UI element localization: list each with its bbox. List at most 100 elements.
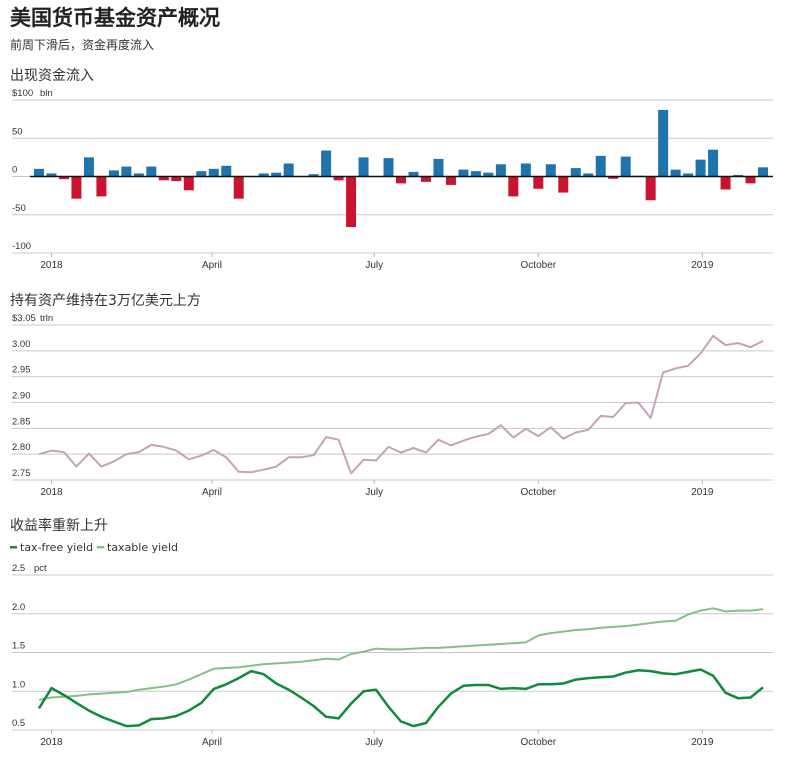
legend-swatch-tax-free xyxy=(10,546,17,549)
page-title: 美国货币基金资产概况 xyxy=(10,6,220,30)
bar-inflow xyxy=(708,149,719,177)
bar-outflow xyxy=(420,176,431,182)
bar-outflow xyxy=(508,176,519,197)
x-tick-label: July xyxy=(365,737,383,748)
assets-line xyxy=(38,334,764,475)
bar-inflow xyxy=(483,172,494,177)
bar-outflow xyxy=(720,176,731,190)
x-tick-label: April xyxy=(202,487,222,498)
y-tick-label: 2.95 xyxy=(12,365,31,376)
bar-inflow xyxy=(34,168,44,177)
bar-inflow xyxy=(733,174,744,177)
x-tick-label: 2019 xyxy=(691,737,714,748)
bar-outflow xyxy=(158,176,169,181)
bar-outflow xyxy=(333,176,344,181)
bar-inflow xyxy=(758,167,768,177)
x-tick-label: 2018 xyxy=(40,260,63,271)
x-tick-label: October xyxy=(521,260,557,271)
bar-outflow xyxy=(71,176,82,199)
bar-inflow xyxy=(133,173,144,177)
page-subtitle: 前周下滑后，资金再度流入 xyxy=(10,37,154,52)
y-tick-label: 0.5 xyxy=(12,718,25,729)
legend: tax-free yield taxable yield xyxy=(10,541,178,554)
assets-line-chart: $3.05 trln 3.00 2.95 2.90 2.85 2.80 2.75 2018 Apr… xyxy=(12,313,773,498)
y-tick-label: 2.0 xyxy=(12,602,25,613)
bar-inflow xyxy=(83,157,94,177)
chart-1-title: 出现资金流入 xyxy=(10,68,94,84)
bar-inflow xyxy=(196,171,207,177)
bar-inflow xyxy=(495,164,506,177)
y-tick-label: 2.80 xyxy=(12,442,31,453)
bar-inflow xyxy=(470,171,481,177)
legend-swatch-taxable xyxy=(97,546,104,549)
bar-outflow xyxy=(58,176,69,180)
x-tick-label: October xyxy=(521,487,557,498)
bar-inflow xyxy=(46,173,57,177)
bar-inflow xyxy=(695,159,706,177)
bar-inflow xyxy=(458,169,469,177)
bar-outflow xyxy=(171,176,182,182)
bar-inflow xyxy=(308,174,319,177)
yields-line-chart: 2.5 pct 2.0 1.5 1.0 0.5 2018 April July October 20… xyxy=(12,563,773,748)
y-tick-label: $3.05 xyxy=(12,313,36,324)
x-tick-label: 2018 xyxy=(40,487,63,498)
bar-inflow xyxy=(321,150,332,177)
y-tick-label: 2.5 xyxy=(12,563,25,574)
y-tick-label: 2.90 xyxy=(12,391,31,402)
bar-inflow xyxy=(570,168,581,177)
bar-inflow xyxy=(670,169,681,177)
bar-inflow xyxy=(121,166,132,177)
bar-inflow xyxy=(583,173,594,177)
bar-inflow xyxy=(108,170,119,177)
y-unit-label: trln xyxy=(40,313,53,324)
bar-outflow xyxy=(396,176,406,184)
bar-inflow xyxy=(433,158,444,177)
bar-outflow xyxy=(533,176,544,189)
y-tick-label: 0 xyxy=(12,165,17,176)
tax-free-yield-line xyxy=(37,668,764,728)
bar-outflow xyxy=(558,176,569,193)
y-tick-label: 2.85 xyxy=(12,416,31,427)
bar-inflow xyxy=(545,164,556,177)
bar-outflow xyxy=(233,176,244,199)
bar-inflow xyxy=(358,157,369,177)
bar-outflow xyxy=(96,176,107,197)
bar-inflow xyxy=(271,172,282,177)
bar-outflow xyxy=(645,176,656,201)
x-tick-label: April xyxy=(202,260,222,271)
y-tick-label: 50 xyxy=(12,126,23,137)
bar-inflow xyxy=(221,165,232,177)
y-tick-label: 3.00 xyxy=(12,339,31,350)
bar-inflow xyxy=(520,163,531,177)
legend-label-tax-free: tax-free yield xyxy=(20,541,93,554)
taxable-yield-line xyxy=(38,607,764,701)
x-tick-label: 2018 xyxy=(40,737,63,748)
x-tick-label: 2019 xyxy=(691,487,714,498)
bar-outflow xyxy=(745,176,756,184)
y-tick-label: 2.75 xyxy=(12,468,31,479)
bar-outflow xyxy=(445,176,456,185)
y-tick-label: $100 xyxy=(12,88,33,99)
bar-outflow xyxy=(183,176,194,191)
x-tick-label: October xyxy=(521,737,557,748)
fund-flows-bar-chart: $100 bln 50 0 -50 -100 2018 April July October 201… xyxy=(12,88,773,271)
x-tick-label: July xyxy=(365,260,383,271)
bar-outflow xyxy=(608,176,619,179)
bar-inflow xyxy=(620,156,631,177)
chart-3-title: 收益率重新上升 xyxy=(10,517,108,534)
y-tick-label: 1.5 xyxy=(12,641,25,652)
bar-inflow xyxy=(683,173,694,177)
bar-outflow xyxy=(346,176,357,227)
chart-2-title: 持有资产维持在3万亿美元上方 xyxy=(10,293,201,309)
y-unit-label: bln xyxy=(40,88,53,99)
x-tick-label: July xyxy=(365,487,383,498)
y-tick-label: -100 xyxy=(12,241,31,252)
y-unit-label: pct xyxy=(34,563,47,574)
bar-inflow xyxy=(408,171,419,177)
x-tick-label: 2019 xyxy=(691,260,714,271)
bar-inflow xyxy=(283,163,294,177)
y-tick-label: -50 xyxy=(12,203,26,214)
bar-inflow xyxy=(146,166,157,177)
legend-label-taxable: taxable yield xyxy=(107,541,178,554)
